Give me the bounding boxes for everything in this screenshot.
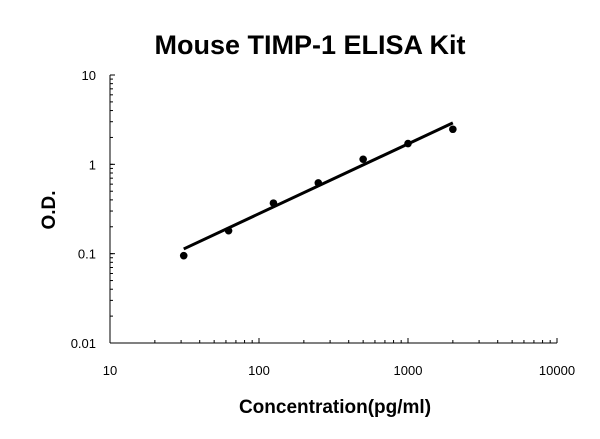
x-tick-label: 10 <box>103 363 117 378</box>
data-point <box>404 139 412 148</box>
x-tick-label: 10000 <box>539 363 575 378</box>
y-axis-label: O.D. <box>39 190 60 229</box>
data-point <box>449 125 457 134</box>
y-tick-label: 0.1 <box>78 247 96 262</box>
y-tick-label: 1 <box>89 157 96 172</box>
data-point <box>314 179 323 187</box>
y-tick-label: 10 <box>82 68 96 83</box>
x-axis-label: Concentration(pg/ml) <box>239 397 431 418</box>
data-point <box>359 155 367 164</box>
chart-title: Mouse TIMP-1 ELISA Kit <box>154 30 465 60</box>
data-point <box>179 251 188 260</box>
data-point <box>269 199 278 207</box>
y-tick-label: 0.01 <box>71 336 96 351</box>
data-point <box>224 226 233 235</box>
x-tick-label: 1000 <box>394 363 423 378</box>
x-tick-label: 100 <box>248 363 270 378</box>
